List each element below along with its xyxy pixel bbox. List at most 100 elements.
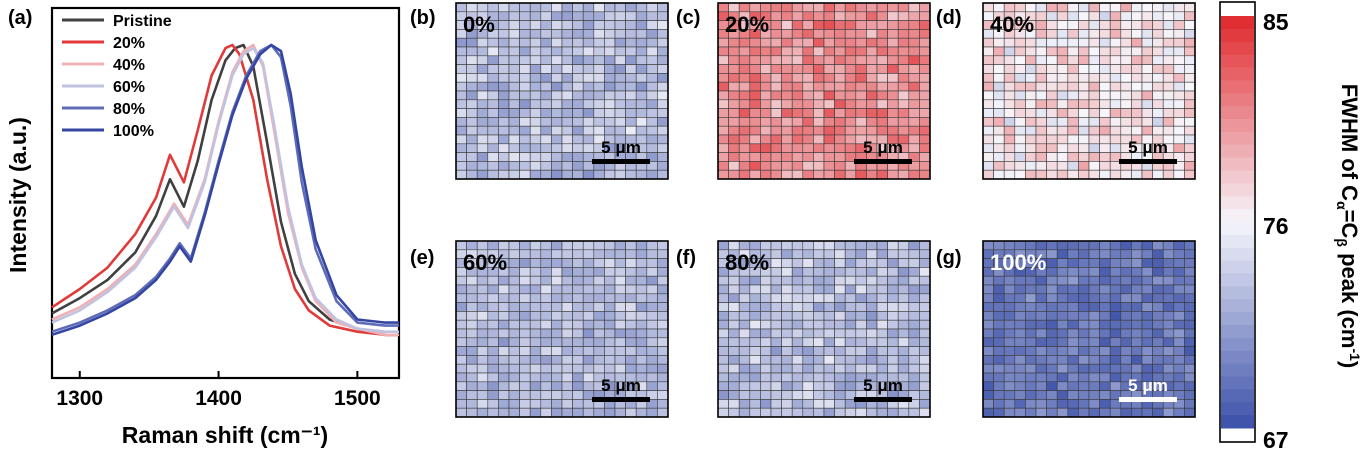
map-pixel [1025,55,1037,65]
map-pixel [551,73,563,83]
map-pixel [760,337,772,347]
map-pixel [834,319,846,330]
map-pixel [508,55,520,65]
map-pixel [1056,169,1069,180]
map-pixel [572,152,584,162]
map-pixel [1173,407,1185,418]
map-pixel [1162,99,1175,109]
map-pixel [604,267,616,277]
map-pixel [529,381,542,391]
map-pixel [529,319,542,330]
map-pixel [823,55,835,65]
colorbar-step [1221,260,1254,275]
map-pixel [813,169,825,180]
scale-bar [592,397,650,402]
map-pixel [1120,169,1132,180]
map-pixel [738,337,751,347]
map-pixel [770,55,782,65]
map-pixel [1152,29,1164,39]
map-pixel [1088,399,1100,409]
map-pixel [760,143,772,153]
map-pixel [1003,319,1016,330]
map-pixel [760,64,772,74]
map-pixel [572,169,584,180]
map-pixel [540,64,552,74]
map-pixel [919,311,931,321]
map-pixel [455,337,467,347]
map-pixel [582,407,595,418]
map-pixel [919,29,931,39]
map-pixel [876,90,888,101]
map-pixel [717,73,729,83]
map-pixel [802,90,814,101]
map-pixel [529,249,542,259]
map-pixel [1173,381,1185,391]
map-pixel [802,249,814,259]
map-pixel [1014,90,1026,101]
map-pixel [760,355,772,365]
map-pixel [728,390,740,400]
map-pixel [982,64,994,74]
map-pixel [1056,293,1069,303]
map-pixel [1162,302,1175,312]
map-pixel [1152,249,1164,259]
map-pixel [1035,161,1047,171]
map-pixel [614,284,626,295]
map-pixel [982,311,994,321]
map-pixel [1131,302,1143,312]
map-pixel [897,267,910,277]
map-pixel [593,46,605,57]
map-pixel [1162,240,1175,251]
map-pixel [455,99,467,109]
map-pixel [540,319,552,330]
map-pixel [466,55,478,65]
map-pixel [498,390,510,400]
map-pixel [635,117,648,127]
map-pixel [1003,363,1016,374]
map-pixel [781,275,793,286]
map-pixel [1067,37,1079,48]
map-pixel [1099,169,1111,180]
map-pixel [717,284,729,295]
map-pixel [1162,117,1175,127]
map-pixel [625,337,637,347]
map-pixel [540,275,552,286]
map-pixel [635,275,648,286]
map-pixel [728,37,740,48]
map-pixel [1173,355,1185,365]
map-pixel [1120,99,1132,109]
map-pixel [455,302,467,312]
map-pixel [572,11,584,21]
map-pixel [519,81,531,92]
map-pixel [728,134,740,145]
map-pixel [993,372,1005,383]
map-pixel [887,346,899,356]
map-pixel [844,108,857,118]
map-pixel [802,390,814,400]
map-pixel [604,328,616,339]
map-pixel [897,346,910,356]
map-pixel [1120,73,1132,83]
map-pixel [1184,29,1196,39]
map-pixel [919,275,931,286]
map-pixel [572,355,584,365]
map-pixel [572,240,584,251]
map-pixel [1131,293,1143,303]
map-pixel [855,258,867,268]
legend-label-5: 100% [113,123,154,140]
map-pixel [866,37,878,48]
map-pixel [1078,81,1090,92]
map-pixel [919,372,931,383]
map-pixel [657,134,669,145]
map-pixel [982,381,994,391]
map-pixel [887,29,899,39]
map-pixel [1014,108,1026,118]
map-pixel [498,2,510,13]
map-pixel [657,302,669,312]
map-pixel [834,372,846,383]
map-pixel [487,240,499,251]
map-pixel [476,346,489,356]
map-pixel [717,293,729,303]
map-pixel [866,240,878,251]
map-pixel [1067,267,1079,277]
